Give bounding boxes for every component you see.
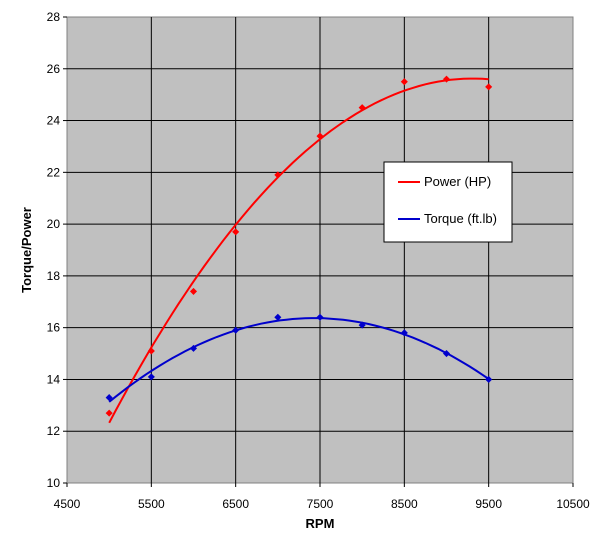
x-tick-label: 7500 (307, 497, 334, 511)
x-tick-label: 8500 (391, 497, 418, 511)
data-point (400, 78, 408, 86)
data-point (189, 344, 198, 352)
x-tick-label: 5500 (138, 497, 165, 511)
x-tick-label: 4500 (54, 497, 81, 511)
data-point (232, 228, 240, 236)
y-tick-label: 26 (47, 62, 61, 76)
data-point (485, 83, 493, 91)
y-tick-label: 10 (47, 476, 61, 490)
data-point (105, 409, 113, 417)
x-axis: 4500 5500 6500 7500 8500 9500 10500 (54, 483, 590, 511)
data-point (274, 313, 282, 321)
x-tick-label: 6500 (222, 497, 249, 511)
y-axis-title: Torque/Power (19, 207, 34, 293)
x-tick-label: 9500 (475, 497, 502, 511)
series-0 (105, 75, 493, 424)
data-point (485, 375, 493, 383)
y-tick-label: 22 (47, 165, 61, 179)
data-point (274, 171, 282, 179)
y-tick-label: 12 (47, 424, 61, 438)
y-axis: 10 12 14 16 18 20 22 24 26 28 (47, 10, 67, 490)
data-point (105, 394, 113, 402)
series-1 (105, 313, 493, 403)
data-point (316, 313, 324, 321)
data-point (147, 347, 155, 355)
data-point (442, 75, 451, 83)
legend: Power (HP) Torque (ft.lb) (383, 161, 513, 243)
y-tick-label: 24 (47, 114, 61, 128)
data-point (232, 326, 240, 334)
data-point (147, 373, 155, 381)
legend-label-power: Power (HP) (424, 174, 491, 189)
data-point (442, 350, 451, 358)
x-tick-label: 10500 (556, 497, 590, 511)
data-point (400, 329, 408, 337)
data-point (358, 104, 366, 112)
y-tick-label: 18 (47, 269, 61, 283)
legend-box (383, 161, 513, 243)
data-point (316, 132, 324, 140)
trendline (108, 77, 489, 424)
data-point (358, 321, 366, 329)
y-tick-label: 28 (47, 10, 61, 24)
trendline (108, 317, 490, 403)
data-point (189, 287, 198, 295)
x-axis-title: RPM (306, 516, 335, 531)
y-tick-label: 14 (47, 372, 61, 386)
y-tick-label: 16 (47, 321, 61, 335)
legend-label-torque: Torque (ft.lb) (424, 211, 497, 226)
y-tick-label: 20 (47, 217, 61, 231)
series-layer (105, 75, 493, 424)
